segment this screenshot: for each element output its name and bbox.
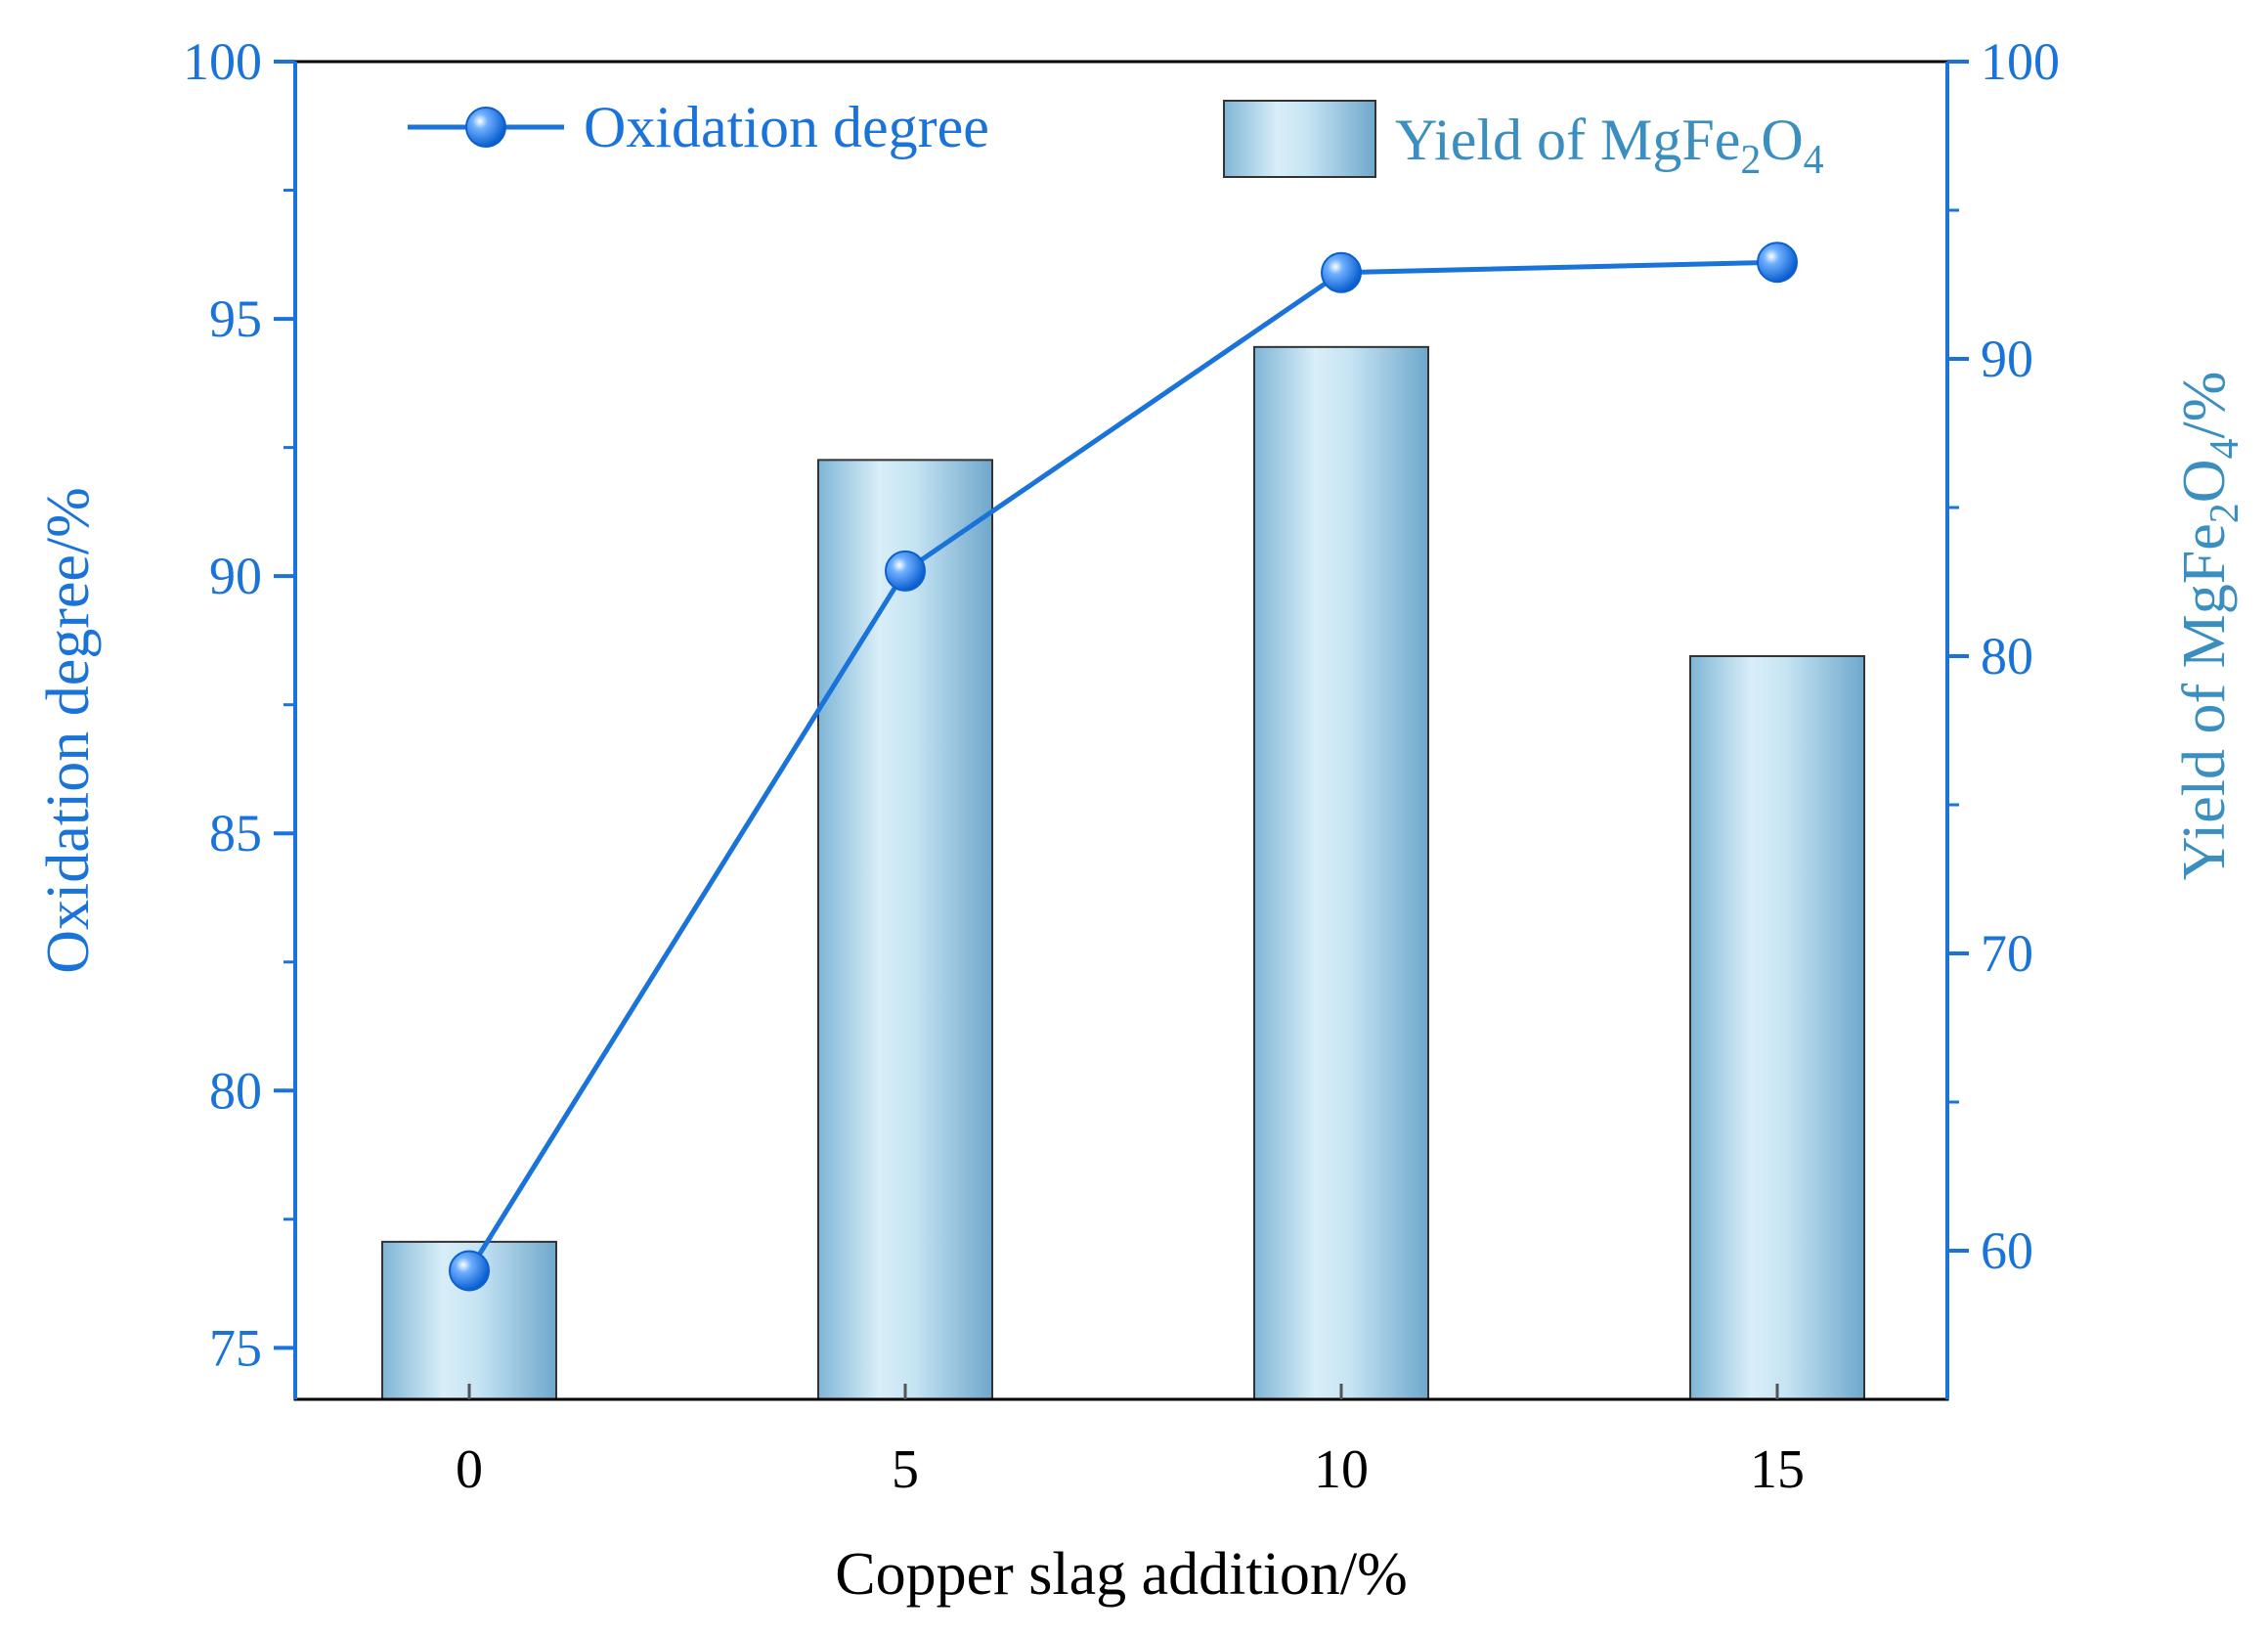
left-tick-label-90: 90	[209, 547, 262, 605]
bar-15	[1689, 655, 1865, 1400]
line-layer	[449, 242, 1798, 1292]
oxidation-point-0	[449, 1250, 490, 1292]
bar-5	[817, 459, 993, 1400]
right-axis-title-main: Yield of MgFe	[2171, 523, 2238, 880]
right-tick-label-100: 100	[1981, 32, 2060, 91]
left-tick-label-75: 75	[209, 1318, 262, 1377]
ticks-layer: 75 80 85 90 95 100 60 70 80 90 100 0 5 10 15	[183, 32, 2060, 1500]
legend-bar-label-main: Yield of MgFe	[1395, 108, 1740, 172]
right-tick-label-70: 70	[1981, 924, 2033, 983]
bar-10	[1253, 345, 1429, 1401]
x-axis-title: Copper slag addition/%	[835, 1541, 1407, 1608]
legend-line-marker	[465, 107, 506, 148]
x-tick-label-5: 5	[892, 1439, 919, 1500]
left-tick-label-85: 85	[209, 804, 262, 862]
right-axis-title-sub2: 4	[2203, 438, 2247, 459]
oxidation-point-5	[885, 550, 926, 592]
right-axis-title-tail: /%	[2171, 372, 2238, 439]
legend-bar-label-mid: O	[1761, 108, 1803, 172]
bars-layer	[381, 345, 1865, 1401]
oxidation-point-15	[1757, 242, 1798, 284]
left-axis-title: Oxidation degree/%	[35, 487, 102, 974]
x-tick-label-0: 0	[456, 1439, 483, 1500]
right-axis-title-mid: O	[2171, 459, 2238, 503]
legend-bar-label: Yield of MgFe2O4	[1395, 108, 1824, 183]
legend-bar-label-sub2: 4	[1804, 138, 1824, 183]
oxidation-point-10	[1321, 251, 1362, 293]
left-tick-label-80: 80	[209, 1061, 262, 1120]
legend-bar-swatch	[1223, 100, 1376, 178]
legend: Oxidation degree Yield of MgFe2O4	[408, 95, 1824, 183]
left-tick-label-100: 100	[183, 32, 262, 91]
right-tick-label-80: 80	[1981, 627, 2033, 685]
right-axis-title: Yield of MgFe2O4/%	[2171, 372, 2247, 881]
x-tick-label-10: 10	[1314, 1439, 1369, 1500]
left-tick-label-95: 95	[209, 289, 262, 348]
legend-bar-label-sub1: 2	[1740, 138, 1761, 183]
legend-line-label: Oxidation degree	[584, 95, 989, 159]
right-axis-title-sub1: 2	[2203, 503, 2247, 523]
right-tick-label-60: 60	[1981, 1221, 2033, 1280]
oxidation-degree-line	[466, 259, 1778, 1272]
x-tick-label-15: 15	[1750, 1439, 1805, 1500]
right-tick-label-90: 90	[1981, 330, 2033, 388]
